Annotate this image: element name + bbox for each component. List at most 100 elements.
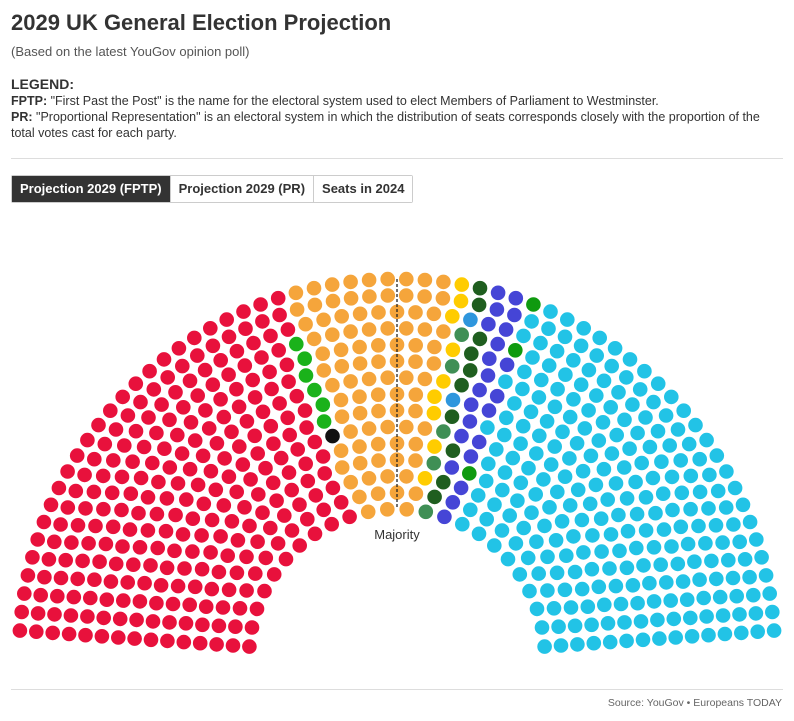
seat-series-10 (524, 505, 539, 520)
seat-series-0 (258, 550, 274, 566)
seat-series-0 (254, 350, 269, 365)
seat-series-10 (481, 456, 496, 472)
tab-projection-fptp[interactable]: Projection 2029 (FPTP) (12, 176, 170, 202)
seat-series-0 (270, 536, 286, 551)
legend-pr-key: PR: (11, 110, 33, 124)
seat-series-0 (187, 433, 203, 448)
seat-series-3 (288, 285, 304, 301)
seat-series-3 (389, 485, 405, 500)
seat-series-8 (437, 509, 452, 525)
seat-series-3 (408, 387, 424, 402)
seat-series-10 (702, 467, 717, 483)
seat-series-0 (187, 330, 202, 346)
seat-series-3 (352, 405, 368, 421)
seat-series-0 (258, 460, 273, 476)
seat-series-10 (586, 635, 602, 651)
seat-series-10 (681, 436, 697, 452)
seat-series-3 (436, 274, 451, 290)
seat-series-0 (133, 394, 148, 410)
seat-series-10 (652, 631, 667, 646)
tab-seats-2024[interactable]: Seats in 2024 (313, 176, 413, 202)
seat-series-3 (435, 291, 451, 306)
seat-series-0 (125, 454, 140, 469)
seat-series-0 (178, 616, 194, 631)
seat-series-0 (247, 390, 263, 405)
seat-series-0 (145, 614, 161, 629)
seat-series-0 (255, 314, 270, 329)
seat-series-0 (231, 399, 247, 415)
seat-series-10 (594, 544, 609, 559)
seat-series-4 (454, 277, 470, 292)
seat-series-10 (480, 420, 495, 435)
seat-series-9 (526, 297, 541, 312)
seat-series-3 (334, 309, 350, 324)
seat-series-8 (472, 382, 487, 398)
seat-series-3 (306, 280, 322, 296)
seat-series-10 (455, 516, 470, 532)
seat-series-9 (508, 343, 523, 358)
seat-series-10 (520, 550, 536, 566)
seat-series-10 (500, 551, 516, 567)
seat-series-10 (637, 363, 652, 379)
seat-series-0 (213, 529, 228, 544)
seat-series-0 (246, 335, 261, 351)
seat-series-0 (250, 534, 265, 549)
seat-series-10 (665, 502, 680, 518)
seat-series-0 (115, 539, 130, 554)
seat-series-10 (645, 470, 661, 486)
seat-series-0 (87, 572, 102, 587)
seat-series-0 (190, 477, 206, 493)
seat-series-10 (715, 535, 730, 550)
seat-series-0 (211, 564, 227, 580)
seat-series-10 (664, 469, 680, 485)
seat-series-0 (205, 377, 221, 392)
chart-tabs: Projection 2029 (FPTP) Projection 2029 (… (11, 175, 414, 203)
seat-series-10 (612, 543, 627, 559)
divider-top (11, 158, 783, 159)
seat-series-10 (529, 601, 545, 617)
seat-series-10 (732, 534, 747, 550)
seat-series-10 (584, 561, 600, 577)
seat-series-3 (306, 331, 322, 347)
seat-series-10 (766, 623, 782, 638)
seat-series-10 (638, 490, 654, 505)
seat-series-10 (581, 362, 597, 378)
seat-series-3 (343, 291, 359, 306)
tab-projection-pr[interactable]: Projection 2029 (PR) (169, 176, 314, 202)
seat-series-10 (595, 415, 611, 430)
seat-series-3 (352, 306, 368, 322)
seats-group (12, 271, 782, 654)
seat-series-10 (630, 595, 645, 611)
seat-series-10 (521, 460, 536, 476)
seat-series-10 (622, 441, 637, 456)
seat-series-0 (131, 505, 146, 521)
seat-series-3 (361, 371, 377, 387)
seat-series-10 (608, 476, 624, 491)
seat-series-0 (114, 469, 130, 485)
seat-series-10 (550, 484, 565, 500)
seat-series-0 (317, 466, 333, 481)
seat-series-3 (417, 272, 433, 288)
seat-series-0 (149, 595, 164, 611)
seat-series-10 (684, 629, 700, 644)
seat-series-10 (666, 611, 682, 627)
legend-fptp-key: FPTP: (11, 94, 48, 108)
seat-series-0 (165, 596, 181, 612)
seat-series-10 (549, 565, 565, 581)
seat-series-10 (616, 460, 632, 475)
seat-series-10 (574, 512, 590, 528)
seat-series-0 (105, 519, 121, 535)
seat-series-0 (281, 465, 297, 480)
seat-series-10 (553, 638, 569, 653)
seat-series-0 (108, 556, 124, 572)
seat-series-0 (106, 453, 121, 468)
seat-series-10 (719, 464, 734, 479)
seat-series-0 (229, 343, 245, 359)
seat-series-10 (562, 409, 578, 425)
seat-series-4 (427, 389, 442, 404)
seat-series-10 (516, 328, 531, 344)
seat-series-10 (574, 581, 590, 597)
seat-series-10 (596, 461, 612, 477)
seat-series-0 (299, 420, 314, 435)
seat-series-0 (198, 599, 214, 614)
